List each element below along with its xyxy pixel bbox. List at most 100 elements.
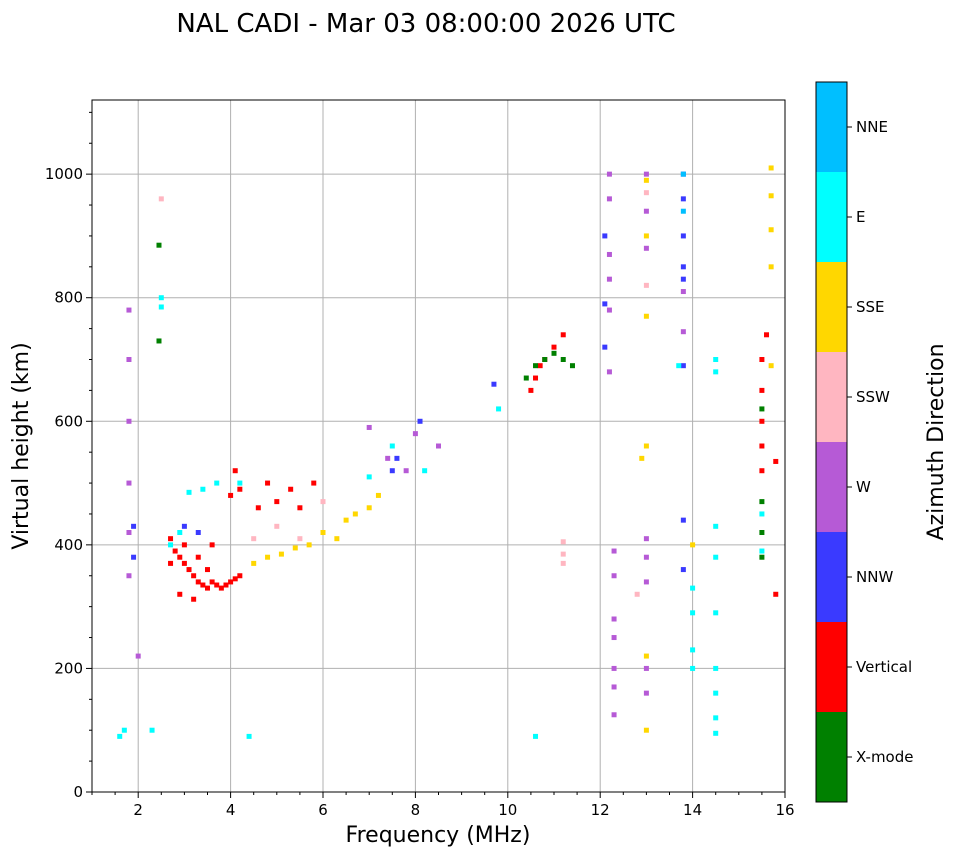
data-point (680, 208, 686, 214)
data-point (496, 406, 502, 412)
data-point (375, 492, 381, 498)
data-point (265, 480, 271, 486)
colorbar-swatch (816, 262, 847, 352)
data-point (297, 536, 303, 542)
data-point (200, 582, 206, 588)
data-point (352, 511, 358, 517)
data-point (551, 350, 557, 356)
data-point (634, 591, 640, 597)
data-point (643, 171, 649, 177)
data-point (126, 530, 132, 535)
data-point (768, 363, 774, 369)
data-point (158, 196, 164, 202)
data-point (713, 715, 719, 721)
data-point (156, 338, 162, 344)
data-point (611, 712, 617, 718)
data-point (218, 585, 224, 591)
data-point (680, 363, 686, 369)
colorbar-swatch (816, 622, 847, 712)
data-point (274, 499, 280, 505)
data-point (292, 545, 298, 551)
data-point (606, 171, 612, 177)
data-point (394, 455, 400, 461)
data-point (366, 474, 372, 480)
series-x-mode (156, 242, 765, 560)
data-point (602, 301, 608, 307)
data-point (121, 727, 127, 733)
x-tick-label: 4 (226, 801, 236, 819)
data-point (606, 251, 612, 257)
data-point (537, 363, 543, 369)
data-point (773, 591, 779, 597)
data-point (643, 690, 649, 696)
data-point (560, 551, 566, 557)
x-tick-label: 6 (318, 801, 328, 819)
data-point (759, 499, 765, 505)
data-point (764, 332, 770, 338)
data-point (297, 505, 303, 511)
data-point (209, 542, 215, 548)
colorbar-category-label: X-mode (856, 748, 913, 766)
data-point (209, 579, 215, 585)
data-point (680, 567, 686, 573)
data-point (680, 276, 686, 282)
data-point (560, 357, 566, 362)
colorbar-category-label: NNE (856, 118, 888, 136)
x-tick-label: 14 (683, 801, 702, 819)
data-point (690, 585, 696, 591)
data-point (366, 424, 372, 430)
x-tick-label: 2 (133, 801, 143, 819)
data-point (126, 307, 132, 313)
data-point (606, 369, 612, 375)
data-point (389, 468, 395, 474)
x-axis-ticks: 2 4 6 8 10 12 14 16 (91, 792, 795, 819)
colorbar-category-label: E (856, 208, 865, 226)
colorbar-swatch (816, 712, 847, 802)
colorbar-swatch (816, 532, 847, 622)
data-point (523, 375, 529, 381)
data-point (177, 554, 183, 560)
data-point (195, 554, 201, 560)
data-point (195, 530, 201, 535)
colorbar-category-label: SSW (856, 388, 890, 406)
data-point (265, 554, 271, 560)
colorbar-swatch (816, 172, 847, 262)
data-point (611, 635, 617, 641)
data-point (491, 381, 497, 387)
data-point (676, 363, 682, 369)
data-point (551, 344, 557, 350)
data-point (773, 458, 779, 464)
data-point (643, 536, 649, 542)
series-nne (680, 171, 686, 214)
y-tick-label: 600 (54, 412, 83, 430)
data-point (436, 443, 441, 449)
data-point (200, 486, 206, 492)
data-point (768, 165, 774, 171)
data-point (311, 480, 317, 486)
plot-area: 2 4 6 8 10 12 14 16 0 200 400 600 800 1000 (45, 99, 795, 819)
y-tick-label: 1000 (45, 165, 83, 183)
data-point (713, 730, 719, 736)
data-point (214, 480, 220, 486)
data-point (412, 431, 418, 437)
data-point (288, 486, 294, 492)
data-point (186, 567, 192, 573)
data-marks (117, 165, 779, 739)
data-point (560, 560, 566, 566)
data-point (643, 579, 649, 585)
data-point (643, 190, 649, 196)
data-point (643, 177, 649, 183)
data-point (713, 357, 719, 362)
data-point (177, 530, 183, 535)
data-point (713, 610, 719, 616)
data-point (759, 406, 765, 412)
data-point (214, 582, 220, 588)
data-point (643, 245, 649, 251)
data-point (320, 499, 326, 505)
data-point (274, 523, 280, 529)
data-point (126, 418, 132, 424)
data-point (680, 196, 686, 202)
data-point (768, 264, 774, 270)
colorbar-label: Azimuth Direction (924, 343, 949, 540)
